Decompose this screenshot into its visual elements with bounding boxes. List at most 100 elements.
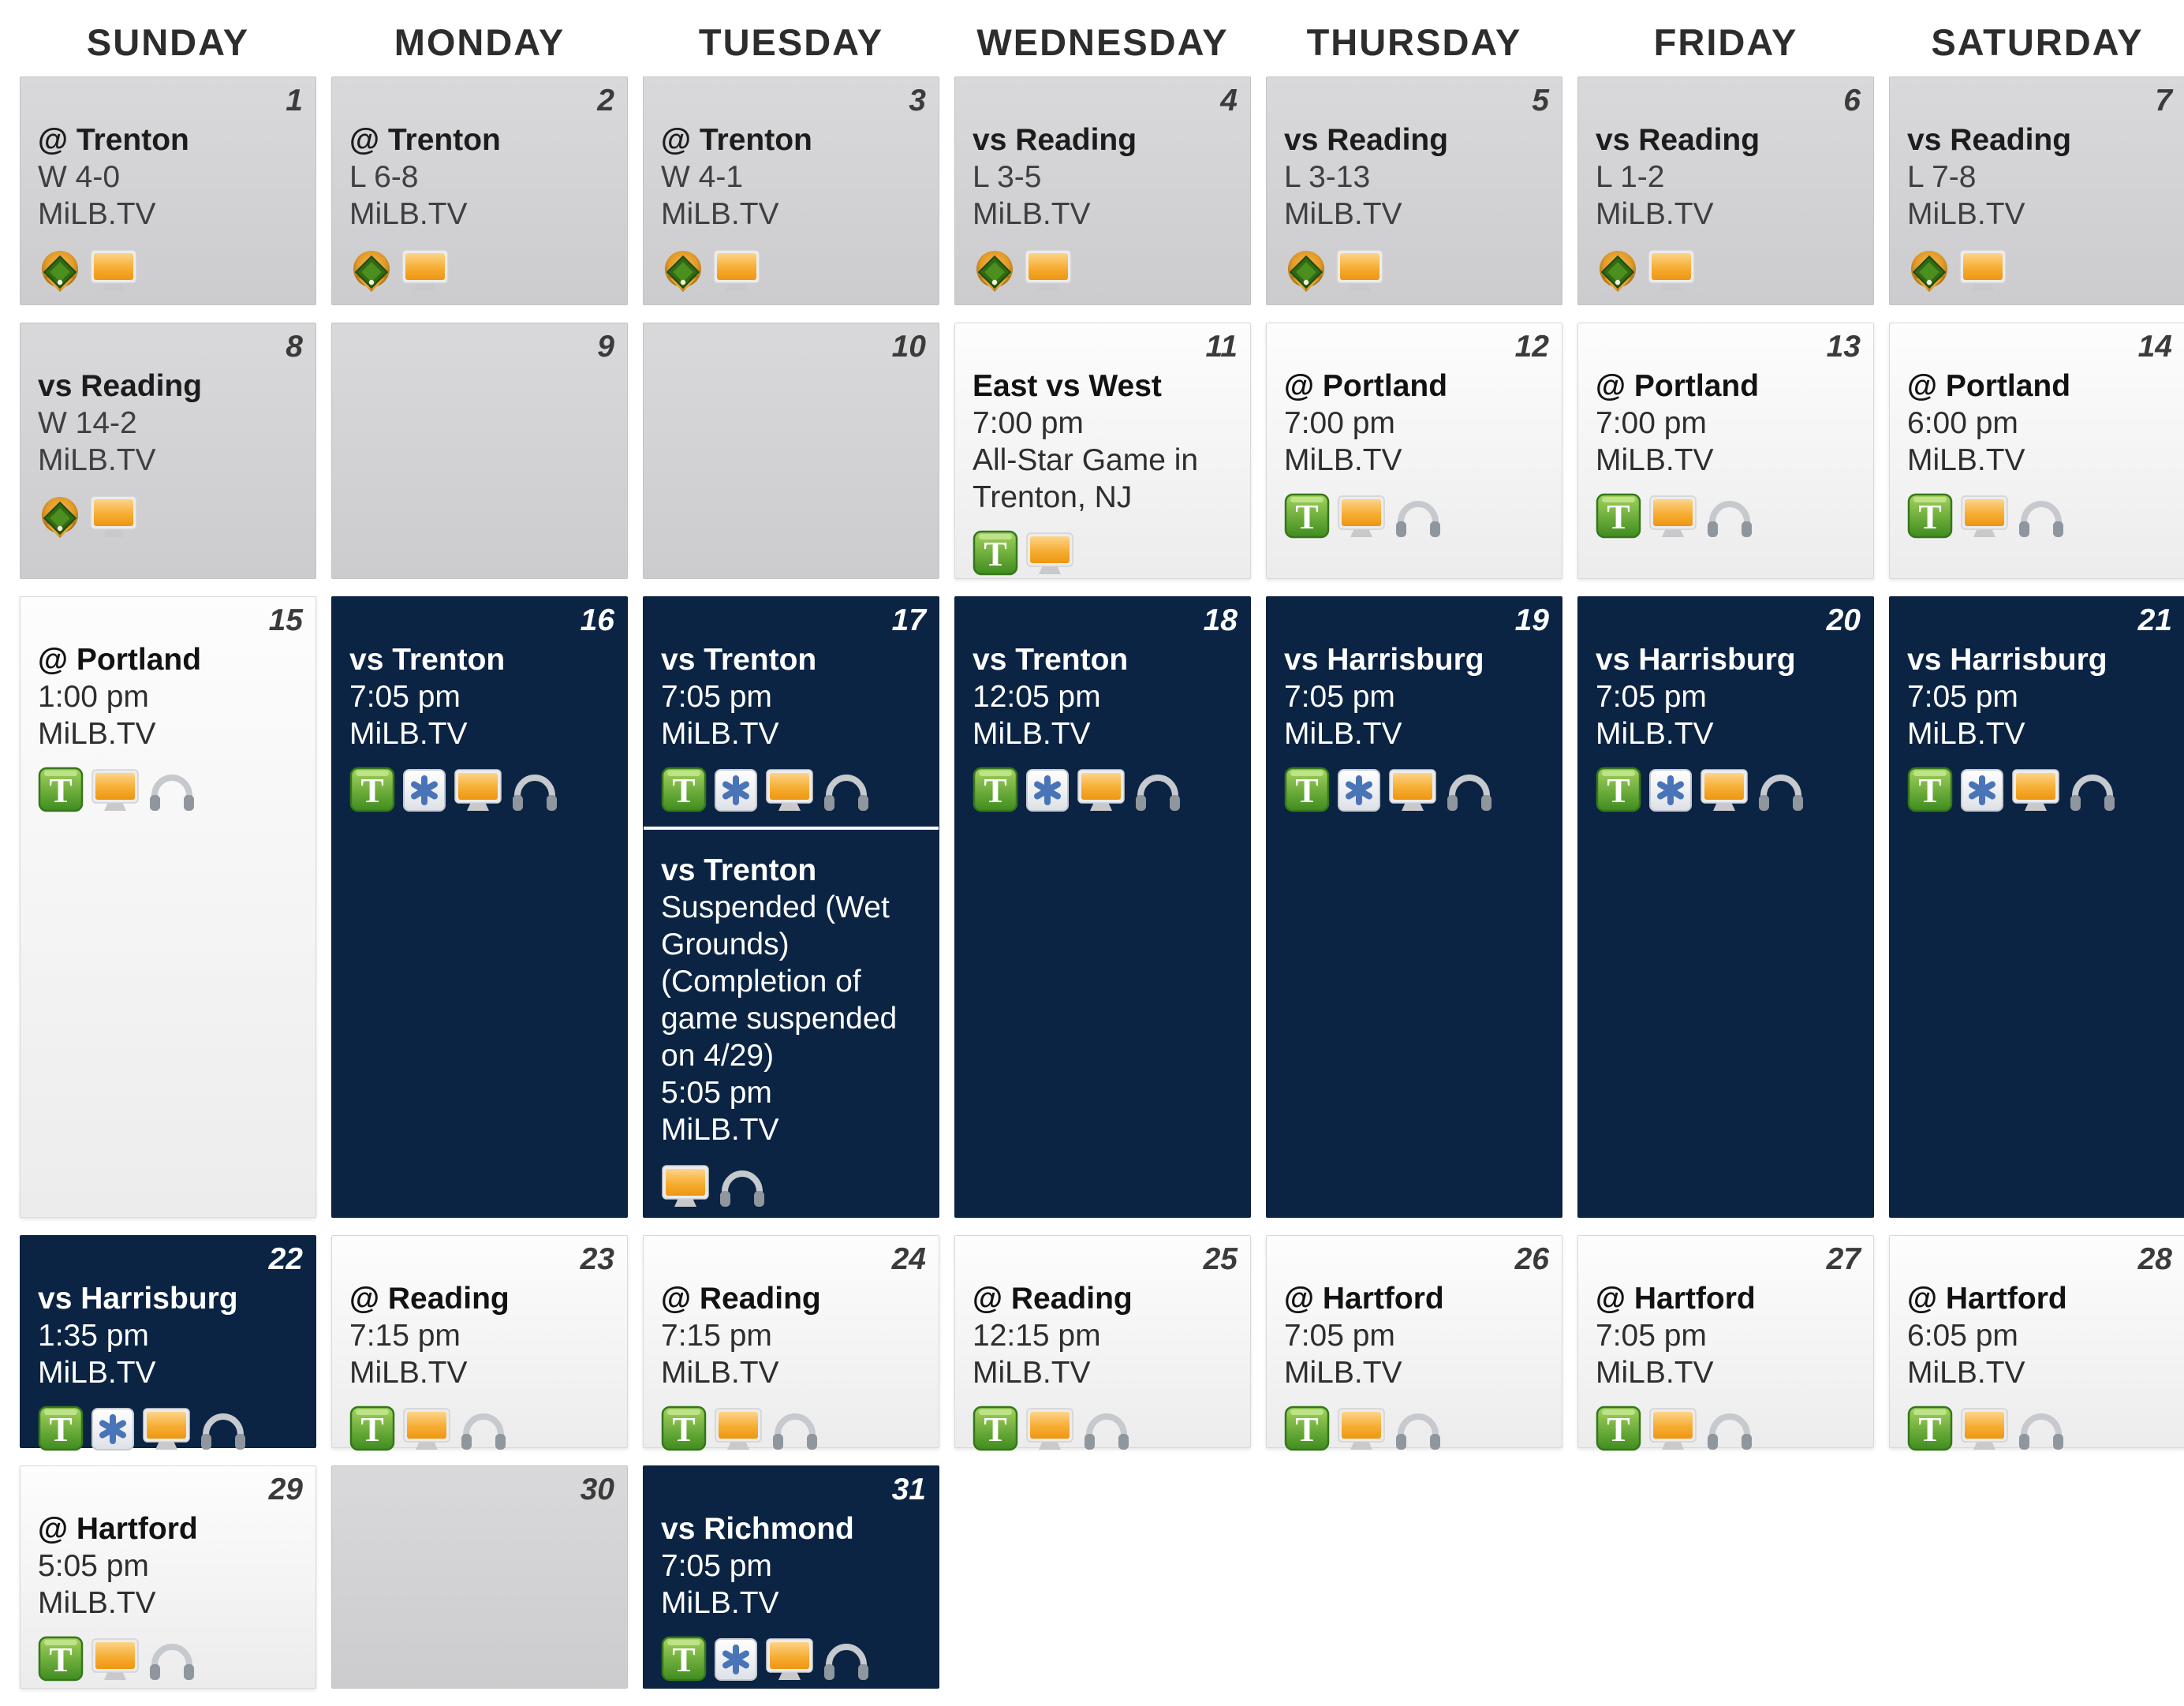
headphones-icon[interactable]: [717, 1163, 767, 1208]
promotion-asterisk-icon[interactable]: [1648, 768, 1693, 812]
day-cell-31[interactable]: 31 vs Richmond 7:05 pm MiLB.TV T: [643, 1465, 939, 1689]
headphones-icon[interactable]: [2016, 493, 2066, 539]
baseball-field-icon[interactable]: [38, 496, 82, 539]
tv-monitor-icon[interactable]: [142, 1407, 191, 1451]
day-cell-11[interactable]: 11 East vs West 7:00 pm All-Star Game in Tr…: [954, 323, 1251, 579]
day-cell-24[interactable]: 24 @ Reading 7:15 pm MiLB.TV T: [643, 1235, 939, 1451]
headphones-icon[interactable]: [821, 1636, 872, 1682]
tv-monitor-icon[interactable]: [89, 495, 138, 539]
tickets-icon[interactable]: T: [349, 767, 395, 812]
tickets-icon[interactable]: T: [973, 530, 1018, 576]
tickets-icon[interactable]: T: [1907, 767, 1953, 812]
day-cell-23[interactable]: 23 @ Reading 7:15 pm MiLB.TV T: [331, 1235, 628, 1451]
tickets-icon[interactable]: T: [973, 767, 1018, 812]
tv-monitor-icon[interactable]: [1025, 1407, 1074, 1451]
day-cell-26[interactable]: 26 @ Hartford 7:05 pm MiLB.TV T: [1266, 1235, 1562, 1451]
day-cell-27[interactable]: 27 @ Hartford 7:05 pm MiLB.TV T: [1577, 1235, 1874, 1451]
baseball-field-icon[interactable]: [661, 250, 705, 293]
headphones-icon[interactable]: [2067, 767, 2118, 812]
promotion-asterisk-icon[interactable]: [1025, 768, 1070, 812]
headphones-icon[interactable]: [147, 1636, 197, 1682]
day-cell-2[interactable]: 2 @ Trenton L 6-8 MiLB.TV: [331, 77, 628, 305]
headphones-icon[interactable]: [1393, 1405, 1443, 1451]
day-cell-21[interactable]: 21 vs Harrisburg 7:05 pm MiLB.TV T: [1889, 596, 2184, 1218]
tv-monitor-icon[interactable]: [765, 768, 814, 812]
promotion-asterisk-icon[interactable]: [714, 768, 758, 812]
day-cell-1[interactable]: 1 @ Trenton W 4-0 MiLB.TV: [20, 77, 316, 305]
baseball-field-icon[interactable]: [1596, 250, 1640, 293]
day-cell-4[interactable]: 4 vs Reading L 3-5 MiLB.TV: [954, 77, 1251, 305]
day-cell-15[interactable]: 15 @ Portland 1:00 pm MiLB.TV T: [20, 596, 316, 1218]
day-cell-25[interactable]: 25 @ Reading 12:15 pm MiLB.TV T: [954, 1235, 1251, 1451]
day-cell-28[interactable]: 28 @ Hartford 6:05 pm MiLB.TV T: [1889, 1235, 2184, 1451]
headphones-icon[interactable]: [1756, 767, 1806, 812]
day-cell-12[interactable]: 12 @ Portland 7:00 pm MiLB.TV T: [1266, 323, 1562, 579]
day-cell-22[interactable]: 22 vs Harrisburg 1:35 pm MiLB.TV T: [20, 1235, 316, 1451]
tv-monitor-icon[interactable]: [91, 1637, 140, 1682]
headphones-icon[interactable]: [1704, 493, 1755, 539]
tickets-icon[interactable]: T: [1596, 767, 1641, 812]
headphones-icon[interactable]: [821, 767, 872, 812]
tickets-icon[interactable]: T: [38, 1405, 84, 1451]
tv-monitor-icon[interactable]: [661, 1164, 710, 1208]
day-cell-3[interactable]: 3 @ Trenton W 4-1 MiLB.TV: [643, 77, 939, 305]
tv-monitor-icon[interactable]: [454, 768, 502, 812]
tickets-icon[interactable]: T: [38, 767, 84, 812]
headphones-icon[interactable]: [770, 1405, 820, 1451]
tv-monitor-icon[interactable]: [765, 1637, 814, 1682]
day-cell-5[interactable]: 5 vs Reading L 3-13 MiLB.TV: [1266, 77, 1562, 305]
headphones-icon[interactable]: [1133, 767, 1183, 812]
tv-monitor-icon[interactable]: [1647, 248, 1696, 293]
tickets-icon[interactable]: T: [661, 1636, 707, 1682]
headphones-icon[interactable]: [1393, 493, 1443, 539]
tickets-icon[interactable]: T: [1907, 493, 1953, 539]
tv-monitor-icon[interactable]: [1024, 248, 1073, 293]
headphones-icon[interactable]: [1444, 767, 1495, 812]
day-cell-18[interactable]: 18 vs Trenton 12:05 pm MiLB.TV T: [954, 596, 1251, 1218]
tickets-icon[interactable]: T: [1284, 493, 1330, 539]
tickets-icon[interactable]: T: [1284, 1405, 1330, 1451]
tv-monitor-icon[interactable]: [91, 768, 140, 812]
tv-monitor-icon[interactable]: [1958, 248, 2007, 293]
day-cell-20[interactable]: 20 vs Harrisburg 7:05 pm MiLB.TV T: [1577, 596, 1874, 1218]
tv-monitor-icon[interactable]: [402, 1407, 451, 1451]
tickets-icon[interactable]: T: [1907, 1405, 1953, 1451]
tv-monitor-icon[interactable]: [1960, 495, 2009, 539]
tv-monitor-icon[interactable]: [89, 248, 138, 293]
headphones-icon[interactable]: [2016, 1405, 2066, 1451]
tv-monitor-icon[interactable]: [1648, 1407, 1697, 1451]
headphones-icon[interactable]: [1704, 1405, 1755, 1451]
headphones-icon[interactable]: [1081, 1405, 1132, 1451]
tickets-icon[interactable]: T: [38, 1636, 84, 1682]
tickets-icon[interactable]: T: [1284, 767, 1330, 812]
tv-monitor-icon[interactable]: [1335, 248, 1384, 293]
tv-monitor-icon[interactable]: [714, 1407, 763, 1451]
baseball-field-icon[interactable]: [973, 250, 1017, 293]
tv-monitor-icon[interactable]: [1337, 495, 1386, 539]
headphones-icon[interactable]: [198, 1405, 248, 1451]
day-cell-14[interactable]: 14 @ Portland 6:00 pm MiLB.TV T: [1889, 323, 2184, 579]
tv-monitor-icon[interactable]: [712, 248, 761, 293]
tickets-icon[interactable]: T: [661, 767, 707, 812]
headphones-icon[interactable]: [510, 767, 560, 812]
promotion-asterisk-icon[interactable]: [402, 768, 446, 812]
tv-monitor-icon[interactable]: [1025, 532, 1074, 576]
day-cell-19[interactable]: 19 vs Harrisburg 7:05 pm MiLB.TV T: [1266, 596, 1562, 1218]
tv-monitor-icon[interactable]: [1337, 1407, 1386, 1451]
day-cell-8[interactable]: 8 vs Reading W 14-2 MiLB.TV: [20, 323, 316, 579]
baseball-field-icon[interactable]: [1284, 250, 1328, 293]
tv-monitor-icon[interactable]: [1648, 495, 1697, 539]
tv-monitor-icon[interactable]: [1960, 1407, 2009, 1451]
tickets-icon[interactable]: T: [661, 1405, 707, 1451]
day-cell-7[interactable]: 7 vs Reading L 7-8 MiLB.TV: [1889, 77, 2184, 305]
tickets-icon[interactable]: T: [973, 1405, 1018, 1451]
headphones-icon[interactable]: [147, 767, 197, 812]
tv-monitor-icon[interactable]: [1700, 768, 1749, 812]
promotion-asterisk-icon[interactable]: [91, 1407, 135, 1451]
tv-monitor-icon[interactable]: [1077, 768, 1126, 812]
promotion-asterisk-icon[interactable]: [714, 1637, 758, 1682]
promotion-asterisk-icon[interactable]: [1960, 768, 2004, 812]
day-cell-29[interactable]: 29 @ Hartford 5:05 pm MiLB.TV T: [20, 1465, 316, 1689]
tickets-icon[interactable]: T: [1596, 1405, 1641, 1451]
